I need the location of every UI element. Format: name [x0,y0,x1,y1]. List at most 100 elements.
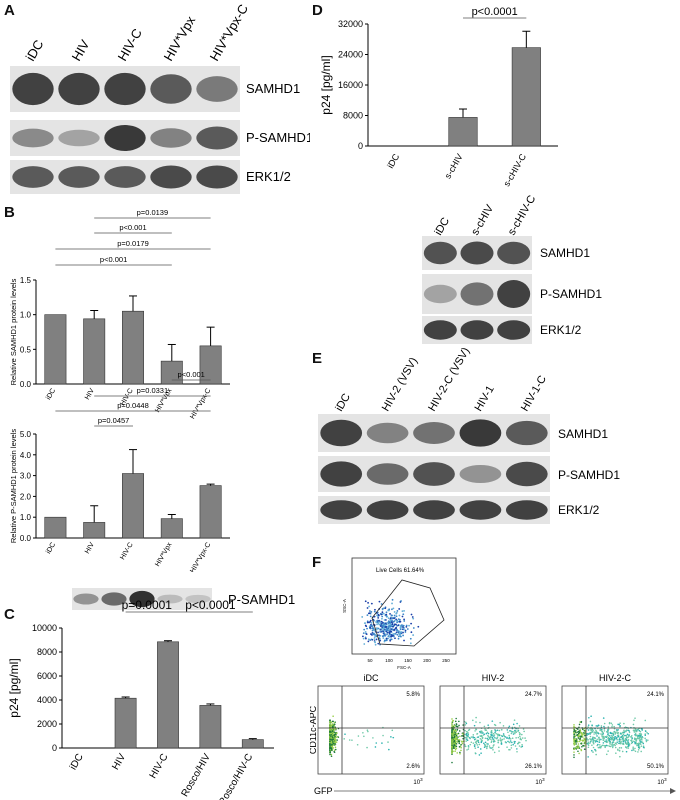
flow-dot [492,738,494,740]
flow-dot [637,737,639,740]
flow-dot [573,741,576,744]
y-tick-label: 1.0 [20,311,32,320]
flow-dot [490,741,493,744]
flow-dot [497,746,500,749]
flow-dot [602,739,604,741]
category-label: HIV-C [119,542,134,562]
bar [122,473,144,539]
flow-dot [518,725,521,727]
flow-dot [634,734,637,737]
flow-dot [615,731,617,733]
flow-dot [606,730,608,733]
flow-dot [517,742,519,745]
flow-dot [480,735,482,738]
flow-dot [451,720,454,722]
gate-dot [409,642,412,645]
flow-dot [490,730,493,732]
flow-dot [487,732,490,735]
flow-dot [457,732,460,735]
flow-dot [579,729,582,731]
category-label: HIV*Vpx [154,541,174,568]
flow-dot [616,734,619,737]
flow-dot [612,743,614,746]
flow-dot [595,730,598,733]
flow-dot [455,723,458,725]
gate-dot [403,639,405,642]
blot-d-samhd1 [422,236,532,270]
gate-dot [382,612,385,615]
flow-dot [626,736,628,739]
flow-dot [587,756,589,758]
flow-dot [514,731,516,733]
panel-b-charts-svg: 0.0 0.5 1.0 1.5 iDC HIV HIV-C HIV*Vpx HIV*Vpx-C R… [9,208,230,573]
lane-label: HIV-2 (VSV) [380,356,420,414]
flow-dot [590,715,592,717]
gate-dot [369,639,372,642]
gate-dot [391,598,394,601]
flow-dot [614,733,617,735]
flow-dot [574,735,577,737]
gate-dot [374,634,376,636]
bar [511,47,541,147]
lane-label: HIV-2-C (VSV) [426,348,472,414]
flow-dot [455,747,458,750]
bar [83,522,106,539]
flow-dot [582,739,584,742]
blot-label: P-SAMHD1 [540,287,602,301]
gate-dot [373,610,376,613]
flow-dot [329,721,331,723]
panel-letter-c: C [4,606,15,623]
gate-dot [393,620,395,623]
flow-dot [576,740,579,743]
flow-dot [591,731,594,733]
gate-dot [412,617,415,620]
category-label: HIV-C [148,752,171,781]
blot-d-p-samhd1 [422,274,532,314]
flow-dot [595,753,597,756]
flow-dot [605,736,608,739]
flow-dot [504,741,507,743]
gate-dot [368,610,371,612]
flow-dot [525,739,527,742]
flow-dot [605,753,608,756]
gate-y-label: SSC-A [342,599,347,613]
flow-dot [484,741,487,744]
flow-dot [630,735,632,738]
flow-dot [331,730,334,733]
flow-dot [492,748,494,751]
flow-dot [616,741,619,743]
gate-dot [361,616,364,618]
y-tick-label: 5.0 [20,430,32,439]
gate-dot [366,607,369,609]
gate-dot [399,624,402,627]
category-label: HIV [84,387,96,401]
flow-dot [645,740,648,743]
band [320,461,363,487]
lane-label: HIV-1 [473,384,497,414]
flow-dot [514,729,516,732]
gate-dot [388,635,391,638]
p-value: p<0.0001 [185,598,236,612]
flow-dot [454,729,456,731]
flow-dot [615,752,617,754]
flow-dot [589,735,592,738]
category-label: HIV*Vpx-C [189,542,212,573]
flow-dot [616,739,619,741]
gate-dot [364,600,367,603]
flow-dot [470,736,473,738]
flow-dot [458,742,461,745]
flow-dot [575,731,577,734]
flow-dot [511,737,514,740]
flow-dot [333,723,336,726]
flow-dot [479,721,481,724]
gate-dot [378,638,381,641]
flow-dot [331,736,334,739]
gate-dot [384,619,387,621]
gate-dot [397,637,400,640]
flow-dot [332,738,335,740]
y-tick-label: 2000 [37,719,57,729]
quadrant-percent: 24.1% [647,692,665,698]
gate-dot [396,629,399,631]
gate-dot [365,633,368,636]
gate-dot [373,629,376,632]
